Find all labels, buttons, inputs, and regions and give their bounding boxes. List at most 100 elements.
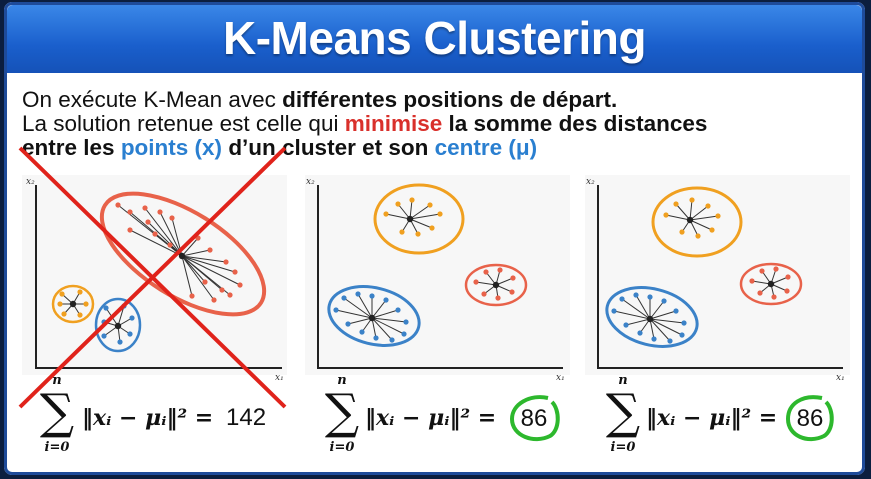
panel-1-formula: n ∑ i=0 ‖xᵢ − μᵢ‖² = 142: [40, 373, 266, 455]
panel-1: x₂ x₁ n ∑ i=0 ‖xᵢ − μᵢ‖² = 142: [18, 146, 287, 455]
data-point: [345, 321, 351, 327]
data-point: [673, 201, 679, 207]
panel-1-rejection-cross: [18, 146, 287, 409]
cluster-centroid: [114, 322, 122, 330]
data-point: [127, 209, 133, 215]
intro-line-1-start: On exécute K-Mean avec: [22, 87, 283, 112]
data-point: [399, 229, 405, 235]
cluster-spoke: [689, 199, 693, 221]
data-point: [681, 320, 687, 326]
intro-line-2-start: La solution retenue est celle qui: [22, 111, 345, 136]
data-point: [383, 297, 389, 303]
data-point: [59, 291, 65, 297]
data-point: [389, 337, 395, 343]
panel-2-blue-ellipse: [327, 285, 421, 347]
sum-lower-bound: i=0: [611, 440, 636, 455]
sigma-symbol: ∑: [325, 384, 359, 440]
formula-expression: ‖xᵢ − μᵢ‖² =: [82, 405, 213, 431]
panel-2-result: 86: [521, 405, 548, 432]
cluster-centroid: [406, 215, 414, 223]
panel-1-orange-ellipse: [51, 284, 95, 324]
data-point: [651, 336, 657, 342]
data-point: [127, 227, 133, 233]
cluster-spoke: [675, 203, 691, 221]
cluster-spoke: [371, 309, 399, 319]
cluster-spoke: [181, 255, 241, 286]
data-point: [77, 289, 83, 295]
cluster-spoke: [649, 318, 671, 342]
panel-2-orange-ellipse: [373, 183, 465, 255]
data-point: [749, 278, 755, 284]
cluster-spoke: [181, 255, 206, 283]
data-point: [57, 301, 63, 307]
data-point: [673, 308, 679, 314]
panel-2-background: [305, 175, 570, 375]
data-point: [667, 338, 673, 344]
data-point: [773, 266, 779, 272]
data-point: [509, 289, 515, 295]
cluster-spoke: [689, 219, 713, 231]
panel-2-blue-cluster: [327, 285, 421, 347]
data-point: [369, 293, 375, 299]
intro-line-2: La solution retenue est celle qui minimi…: [22, 112, 842, 136]
cluster-spoke: [409, 218, 433, 229]
panel-3-y-label: x₂: [586, 177, 595, 187]
panel-3-orange-ellipse: [651, 186, 743, 258]
cluster-centroid: [686, 216, 694, 224]
cluster-spoke: [371, 317, 393, 341]
cluster-spoke: [385, 213, 411, 220]
data-point: [101, 333, 107, 339]
data-point: [497, 267, 503, 273]
panel-3-background: [585, 175, 850, 375]
panel-1-red-ellipse: [99, 191, 267, 317]
cluster-spoke: [635, 294, 651, 320]
title-bar: K-Means Clustering: [7, 5, 862, 73]
cluster-spoke: [409, 204, 431, 220]
data-point: [709, 227, 715, 233]
data-point: [61, 311, 67, 317]
data-point: [237, 282, 243, 288]
panel-1-blue-ellipse: [94, 297, 142, 353]
intro-line-3-middle: d’un cluster et son: [222, 135, 435, 160]
data-point: [757, 290, 763, 296]
sum-upper-bound: n: [52, 373, 61, 388]
data-point: [145, 219, 151, 225]
data-point: [663, 212, 669, 218]
intro-line-3: entre les points (x) d’un cluster et son…: [22, 136, 842, 160]
data-point: [77, 312, 83, 318]
data-point: [661, 298, 667, 304]
panel-3-formula: n ∑ i=0 ‖xᵢ − μᵢ‖² = 86: [606, 373, 834, 455]
cluster-spoke: [371, 299, 387, 319]
data-point: [401, 331, 407, 337]
data-point: [784, 288, 790, 294]
data-point: [619, 296, 625, 302]
sum-lower-bound: i=0: [330, 440, 355, 455]
cluster-spoke: [649, 300, 665, 320]
cluster-spoke: [371, 317, 377, 339]
cluster-centroid: [767, 280, 775, 288]
panel-2-orange-cluster: [373, 183, 465, 255]
cluster-spoke: [689, 215, 719, 221]
cluster-spoke: [347, 317, 373, 325]
panel-1-y-label: x₂: [26, 177, 35, 187]
data-point: [202, 279, 208, 285]
cluster-spoke: [343, 297, 373, 319]
cluster-spoke: [649, 310, 677, 320]
intro-text: On exécute K-Mean avec différentes posit…: [22, 88, 842, 160]
panel-1-result: 142: [226, 404, 266, 431]
panel-2-x-label: x₁: [556, 373, 565, 383]
cluster-spoke: [649, 318, 685, 324]
cluster-spoke: [181, 255, 227, 263]
data-point: [383, 211, 389, 217]
data-point: [771, 294, 777, 300]
cluster-spoke: [665, 214, 691, 221]
cluster-spoke: [144, 207, 183, 257]
panel-2-red-ellipse: [464, 263, 528, 307]
data-point: [481, 291, 487, 297]
data-point: [611, 308, 617, 314]
data-point: [759, 268, 765, 274]
data-point: [117, 339, 123, 345]
data-point: [695, 233, 701, 239]
sigma-symbol: ∑: [606, 384, 640, 440]
